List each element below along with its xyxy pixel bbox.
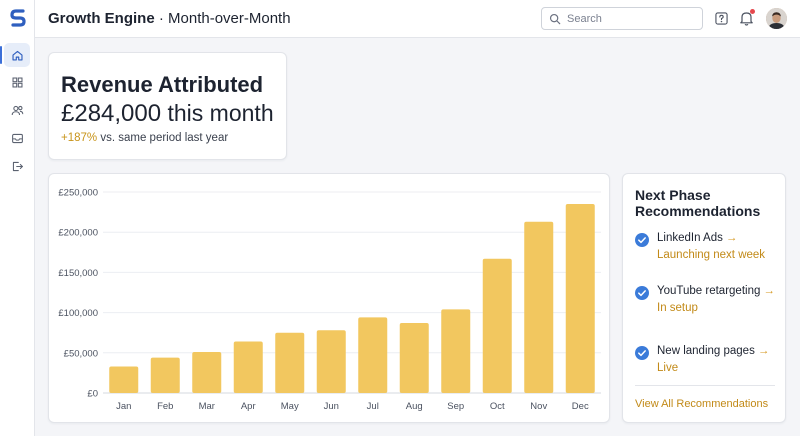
recommendation-status: In setup: [657, 302, 698, 314]
x-tick-label: May: [281, 401, 299, 412]
y-tick-label: £250,000: [58, 188, 98, 199]
sidebar-item-home[interactable]: [0, 43, 30, 67]
recommendation-status: Live: [657, 362, 679, 374]
check-circle-icon: [635, 233, 649, 247]
bar[interactable]: [441, 309, 471, 393]
search-icon: [549, 13, 561, 24]
kpi-value-suffix: this month: [161, 100, 274, 126]
kpi-change: +187%: [61, 132, 98, 144]
bar[interactable]: [524, 221, 554, 393]
x-tick-label: Dec: [572, 401, 589, 412]
sidebar-item-inbox[interactable]: [4, 126, 30, 150]
avatar[interactable]: [766, 8, 787, 29]
title-separator: ·: [154, 10, 169, 27]
revenue-chart-card: £0 £50,000 £100,000 £150,000 £200,000 £250,00…: [48, 173, 610, 423]
arrow-right-icon: →: [757, 345, 770, 357]
inbox-icon: [11, 133, 23, 143]
bar[interactable]: [109, 366, 139, 393]
search-input[interactable]: [567, 12, 697, 25]
y-tick-label: £200,000: [58, 228, 98, 239]
x-tick-label: Nov: [530, 401, 547, 412]
arrow-right-icon: →: [725, 232, 738, 244]
grid-icon: [12, 77, 22, 87]
x-tick-label: Jun: [324, 401, 339, 412]
notification-badge: [750, 9, 755, 14]
top-bar: Growth Engine · Month-over-Month: [35, 0, 800, 38]
revenue-bar-chart: £0 £50,000 £100,000 £150,000 £200,000 £250,00…: [58, 188, 601, 412]
bar[interactable]: [233, 341, 263, 393]
bar[interactable]: [192, 351, 222, 393]
kpi-value: £284,000: [61, 100, 162, 127]
bar[interactable]: [358, 317, 388, 393]
x-tick-label: Jul: [367, 401, 379, 412]
sidebar: [0, 0, 35, 436]
kpi-change-line: +187% vs. same period last year: [61, 132, 228, 144]
help-icon[interactable]: [715, 12, 728, 25]
y-tick-label: £100,000: [58, 308, 98, 319]
bar[interactable]: [399, 323, 429, 393]
page-title: Growth Engine · Month-over-Month: [48, 10, 291, 27]
view-all-recommendations-link[interactable]: View All Recommendations: [635, 398, 769, 410]
users-icon: [11, 105, 23, 115]
x-tick-label: Oct: [490, 401, 505, 412]
x-tick-label: Aug: [406, 401, 423, 412]
logo-icon[interactable]: [8, 8, 28, 28]
bar[interactable]: [275, 332, 305, 393]
x-tick-label: Mar: [199, 401, 215, 412]
sidebar-item-users[interactable]: [4, 98, 30, 122]
view-title: Month-over-Month: [168, 10, 291, 27]
revenue-kpi-card: Revenue Attributed £284,000 this month +…: [48, 52, 287, 160]
bar[interactable]: [150, 357, 180, 393]
y-tick-label: £150,000: [58, 268, 98, 279]
x-tick-label: Jan: [116, 401, 131, 412]
recommendations-card: Next Phase Recommendations LinkedIn Ads →…: [622, 173, 786, 423]
search-box[interactable]: [541, 7, 703, 30]
check-circle-icon: [635, 346, 649, 360]
x-tick-label: Apr: [241, 401, 256, 412]
divider: [635, 385, 775, 386]
sidebar-item-dashboard[interactable]: [4, 70, 30, 94]
x-tick-label: Sep: [447, 401, 464, 412]
recommendation-name: YouTube retargeting →: [657, 285, 775, 297]
kpi-change-suffix: vs. same period last year: [97, 132, 229, 144]
recommendation-name: LinkedIn Ads →: [657, 232, 737, 244]
app-title: Growth Engine: [48, 10, 155, 27]
bar[interactable]: [316, 330, 346, 393]
recommendation-status: Launching next week: [657, 249, 766, 261]
x-tick-label: Feb: [157, 401, 173, 412]
bar[interactable]: [482, 258, 512, 393]
recommendation-name: New landing pages →: [657, 345, 769, 357]
sidebar-item-logout[interactable]: [4, 154, 30, 178]
bell-icon[interactable]: [739, 10, 754, 26]
logout-icon: [12, 161, 23, 171]
bar[interactable]: [565, 204, 595, 393]
recommendations-title: Next Phase Recommendations: [635, 187, 761, 219]
recommendation-label: YouTube retargeting: [657, 285, 761, 297]
recommendation-label: LinkedIn Ads: [657, 232, 723, 244]
check-circle-icon: [635, 286, 649, 300]
recommendation-label: New landing pages: [657, 345, 755, 357]
kpi-value-line: £284,000 this month: [61, 100, 274, 128]
kpi-title: Revenue Attributed: [61, 72, 264, 97]
y-tick-label: £0: [87, 389, 98, 400]
home-icon: [11, 50, 23, 61]
y-tick-label: £50,000: [64, 348, 98, 359]
arrow-right-icon: →: [763, 285, 775, 297]
avatar-image: [766, 8, 787, 29]
